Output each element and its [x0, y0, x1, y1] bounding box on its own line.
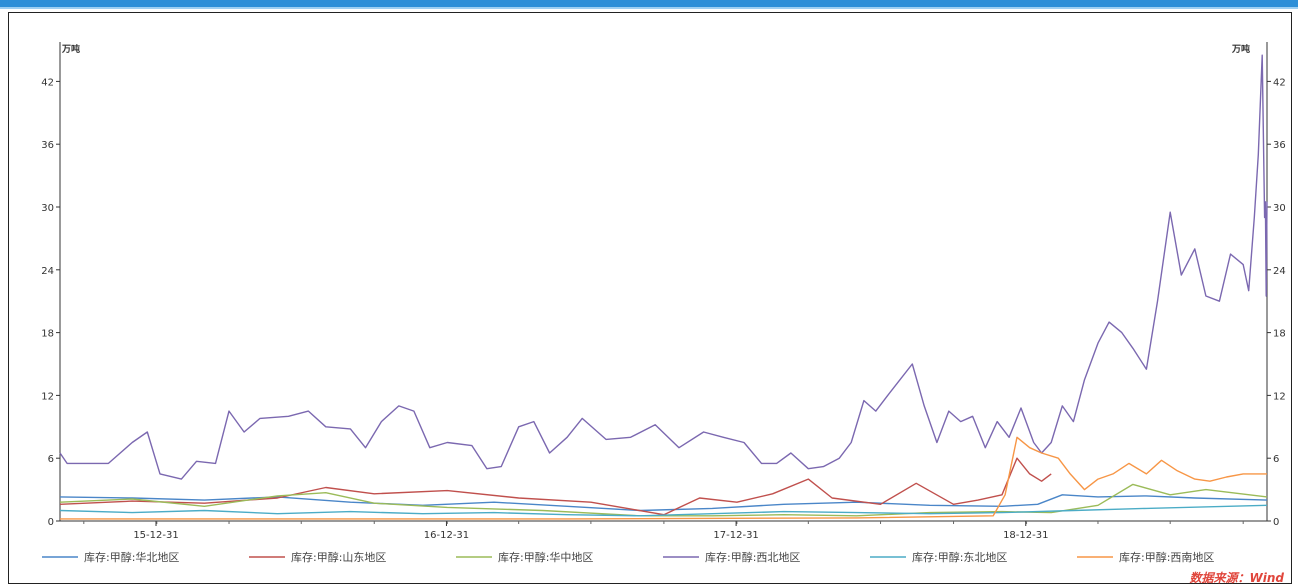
y-tick-label-left: 36: [41, 140, 54, 151]
y-tick-label-left: 24: [41, 266, 54, 277]
series-line-2: [59, 457, 1052, 516]
series-line-6: [60, 436, 1267, 520]
series-line-4: [59, 54, 1268, 480]
left-axis-unit: 万吨: [61, 43, 80, 55]
y-tick-label-left: 18: [41, 329, 54, 340]
legend-label-3: 库存:甲醇:华中地区: [498, 550, 593, 564]
y-tick-label-left: 12: [41, 391, 54, 402]
legend-label-1: 库存:甲醇:华北地区: [84, 550, 179, 564]
y-tick-label-left: 6: [48, 454, 54, 465]
series-lines: [59, 54, 1268, 520]
y-tick-label-right: 24: [1273, 266, 1286, 277]
y-tick-label-right: 12: [1273, 391, 1286, 402]
y-tick-label-right: 30: [1273, 203, 1286, 214]
series-line-5: [59, 504, 1268, 517]
y-tick-label-right: 6: [1273, 454, 1279, 465]
top-accent-bar: [0, 0, 1298, 7]
chart-axes: 0 0 6 6 12 12 18 18 24 24 30 30 36 36 42 42 15-12-31 16-1…: [41, 42, 1286, 541]
legend-label-6: 库存:甲醇:西南地区: [1119, 550, 1214, 564]
series-line-1: [59, 494, 1268, 512]
x-tick-label: 16-12-31: [424, 530, 469, 541]
x-tick-label: 17-12-31: [713, 530, 758, 541]
top-accent-line: [0, 7, 1298, 9]
y-tick-label-left: 30: [41, 203, 54, 214]
y-tick-label-right: 42: [1273, 77, 1286, 88]
y-tick-label-left: 0: [48, 517, 54, 528]
chart-frame: [8, 12, 1292, 584]
legend-label-2: 库存:甲醇:山东地区: [291, 550, 386, 564]
legend: 库存:甲醇:华北地区 库存:甲醇:山东地区 库存:甲醇:华中地区 库存:甲醇:西北地区…: [42, 550, 1214, 564]
legend-label-5: 库存:甲醇:东北地区: [912, 550, 1007, 564]
y-tick-label-right: 18: [1273, 329, 1286, 340]
right-axis-unit: 万吨: [1231, 43, 1250, 55]
y-tick-label-right: 0: [1273, 517, 1279, 528]
y-tick-label-left: 42: [41, 77, 54, 88]
series-line-3: [59, 483, 1268, 517]
x-tick-label: 18-12-31: [1003, 530, 1048, 541]
data-source: 数据来源：Wind: [1190, 571, 1285, 585]
x-tick-label: 15-12-31: [133, 530, 178, 541]
y-tick-label-right: 36: [1273, 140, 1286, 151]
legend-label-4: 库存:甲醇:西北地区: [705, 550, 800, 564]
